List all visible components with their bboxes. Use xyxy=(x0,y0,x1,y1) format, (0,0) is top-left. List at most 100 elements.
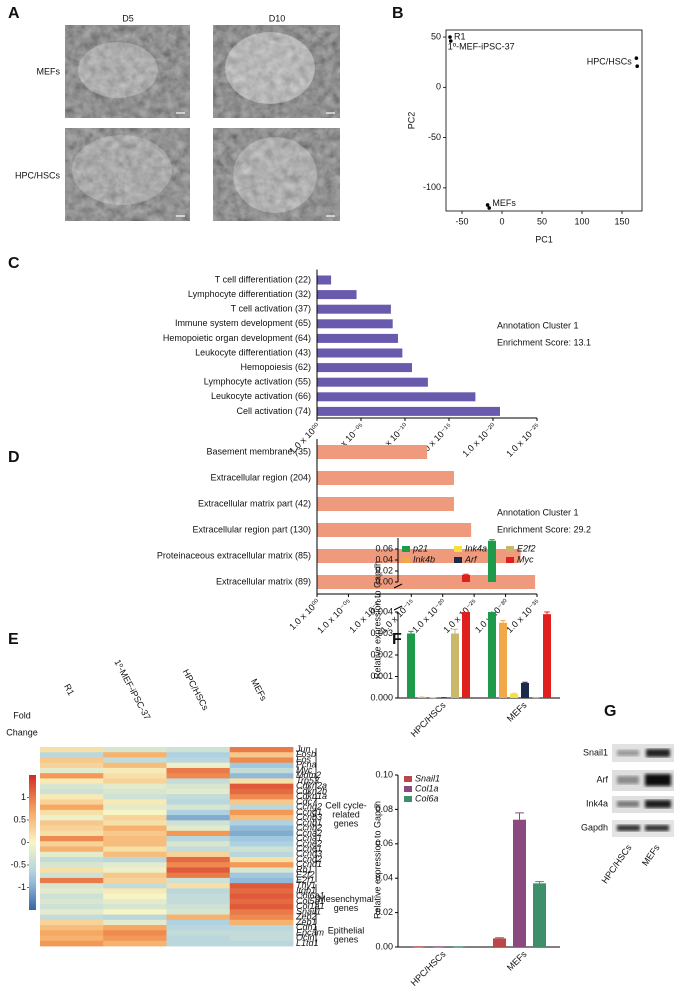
heatmap-cell xyxy=(103,747,167,753)
y-tick-label: 0.04 xyxy=(375,554,393,564)
protein-label: Arf xyxy=(596,774,608,784)
group-label: Epithelial xyxy=(328,925,365,935)
colorbar-tick-label: -0.5 xyxy=(10,859,26,869)
heatmap-cell xyxy=(103,935,167,942)
gene-label: Jun xyxy=(295,744,311,754)
heatmap-cell xyxy=(103,904,167,910)
annotation: Annotation Cluster 1 xyxy=(497,507,579,517)
heatmap-cell xyxy=(229,809,294,816)
group-label: Cell cycle- xyxy=(325,800,367,810)
colony xyxy=(233,137,317,213)
bar xyxy=(418,697,426,698)
legend-swatch xyxy=(404,786,412,792)
column-label: R1 xyxy=(62,682,76,697)
bar xyxy=(451,633,459,698)
bar xyxy=(317,471,455,485)
y-tick-label: 0.004 xyxy=(370,606,393,616)
blot-strip xyxy=(612,744,674,762)
x-tick-label: 0 xyxy=(499,216,504,226)
legend-swatch xyxy=(404,796,412,802)
heatmap-cell xyxy=(166,752,231,758)
error-bar xyxy=(408,630,414,634)
heatmap-cell xyxy=(229,778,294,785)
panel-label: C xyxy=(8,255,20,272)
gene-label: Col6a1 xyxy=(296,891,325,901)
heatmap-cell xyxy=(40,904,104,910)
heatmap-cell xyxy=(103,767,167,774)
heatmap-cell xyxy=(40,877,104,884)
heatmap-cell xyxy=(166,867,231,874)
heatmap-cell xyxy=(103,919,167,926)
gene-label: L1td1 xyxy=(296,938,319,948)
heatmap-cell xyxy=(40,872,104,879)
heatmap-cell xyxy=(229,935,294,942)
legend-swatch xyxy=(402,546,410,552)
heatmap-cell xyxy=(103,909,167,915)
point xyxy=(487,206,492,210)
gene-label: E2f1 xyxy=(296,875,315,885)
heatmap-cell xyxy=(40,919,104,926)
y-tick-label: 0.08 xyxy=(375,804,393,814)
category-label: Leukocyte activation (66) xyxy=(211,391,311,401)
heatmap-cell xyxy=(229,888,294,895)
heatmap-cell xyxy=(40,888,104,895)
gene-label: Cdkn1a xyxy=(296,791,327,801)
annotation: Annotation Cluster 1 xyxy=(497,320,579,330)
heatmap-cell xyxy=(229,794,294,800)
heatmap-cell xyxy=(40,909,104,915)
gene-label: Cdkn2a xyxy=(296,781,327,791)
legend-label: E2f2 xyxy=(517,543,536,553)
bar xyxy=(317,348,403,358)
panel-label: F xyxy=(392,631,402,648)
gene-label: Ccna1 xyxy=(296,833,322,843)
heatmap-cell xyxy=(103,867,167,874)
heatmap-cell xyxy=(166,877,231,884)
heatmap-cell xyxy=(166,919,231,926)
panel-label: E xyxy=(8,631,19,648)
heatmap-cell xyxy=(40,804,104,811)
point xyxy=(635,64,639,68)
category-label: Cell activation (74) xyxy=(236,406,311,416)
x-tick-label: 150 xyxy=(614,216,629,226)
category-label: Basement membrane (35) xyxy=(206,446,311,456)
heatmap-cell xyxy=(166,747,231,753)
row-label: MEFs xyxy=(37,66,61,76)
gene-label: Fosb xyxy=(296,749,316,759)
heatmap-cell xyxy=(103,846,167,853)
bar xyxy=(317,377,428,387)
blot-strip xyxy=(612,820,674,837)
heatmap-cell xyxy=(166,825,231,832)
legend-label: Arf xyxy=(464,554,478,564)
panel-label: A xyxy=(8,5,20,22)
heatmap-cell xyxy=(40,825,104,832)
y-axis-label: Relative expression to Gapdh xyxy=(372,801,382,919)
heatmap-cell xyxy=(166,788,231,795)
bar xyxy=(317,497,455,511)
heatmap-cell xyxy=(103,877,167,884)
heatmap-cell xyxy=(40,851,104,858)
legend-swatch xyxy=(454,557,462,563)
bar xyxy=(317,333,398,343)
heatmap-cell xyxy=(103,925,167,931)
heatmap-cell xyxy=(40,930,104,936)
point xyxy=(448,35,452,39)
heatmap-cell xyxy=(166,904,231,910)
heatmap-cell xyxy=(229,752,294,758)
gene-label: Ccnb2 xyxy=(296,823,322,833)
gene-label: Mdm2 xyxy=(296,770,321,780)
gene-label: Ccng1 xyxy=(296,807,322,817)
category-label: Proteinaceous extracellular matrix (85) xyxy=(157,550,311,560)
gene-label: Ccnd1 xyxy=(296,859,322,869)
bar xyxy=(462,612,470,698)
heatmap-cell xyxy=(166,804,231,811)
bar xyxy=(317,275,332,285)
band xyxy=(645,774,671,786)
bar xyxy=(510,693,518,698)
column-label: D5 xyxy=(122,13,134,23)
error-bar xyxy=(500,620,506,623)
y-tick-label: 0.02 xyxy=(375,907,393,917)
bar xyxy=(317,363,413,373)
bar xyxy=(317,575,536,589)
heatmap-cell xyxy=(40,757,104,764)
heatmap-cell xyxy=(103,804,167,811)
